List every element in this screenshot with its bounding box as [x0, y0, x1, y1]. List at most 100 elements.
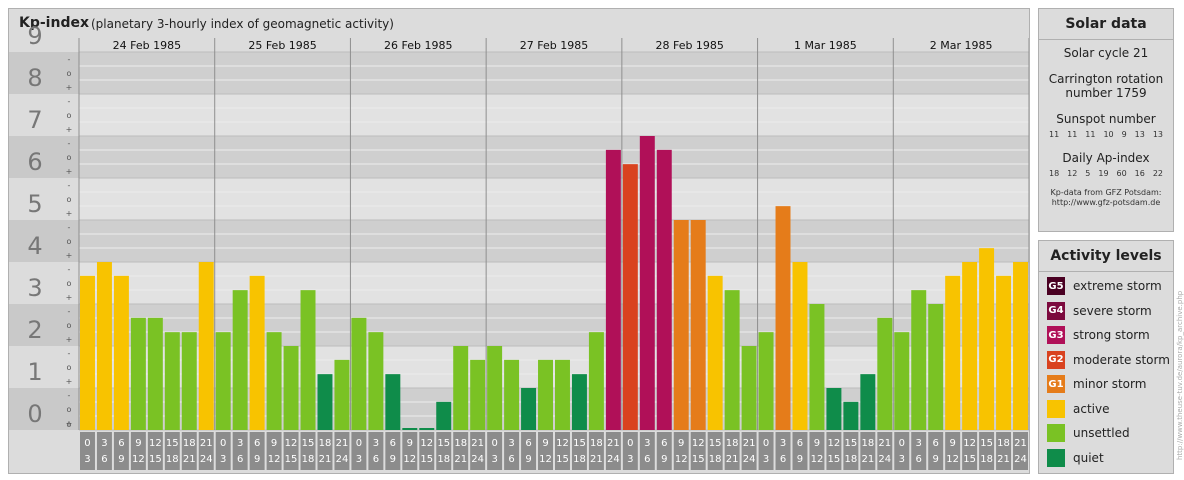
interval-end-label: 12 — [132, 454, 145, 465]
y-subtick-label: o — [67, 195, 72, 204]
kp-bar — [402, 428, 418, 430]
interval-box — [809, 432, 825, 470]
kp-bar — [470, 359, 486, 430]
y-subtick-label: + — [66, 167, 73, 176]
interval-box — [470, 432, 486, 470]
plot-band-4 — [79, 220, 1029, 262]
interval-box — [928, 432, 944, 470]
kp-bar — [911, 290, 927, 430]
interval-start-label: 18 — [590, 438, 603, 449]
interval-start-label: 9 — [814, 438, 820, 449]
interval-box — [843, 432, 859, 470]
y-tick-label: 2 — [27, 316, 42, 344]
interval-start-label: 21 — [1014, 438, 1027, 449]
y-subtick-label: - — [68, 265, 71, 274]
interval-start-label: 3 — [916, 438, 922, 449]
kp-bar — [741, 346, 757, 430]
interval-start-label: 15 — [709, 438, 722, 449]
y-tick-label: 1 — [27, 358, 42, 386]
interval-end-label: 6 — [237, 454, 243, 465]
plot-band-5 — [79, 178, 1029, 220]
interval-end-label: 3 — [627, 454, 633, 465]
kp-bar — [962, 262, 978, 430]
activity-levels-list: G5 extreme storm G4 severe storm G3 strong st… — [1039, 272, 1173, 470]
y-subtick-label: o — [67, 405, 72, 414]
credit-link[interactable]: http://www.gfz-potsdam.de — [1051, 198, 1161, 207]
sunspot-value-6: 13 — [1152, 130, 1164, 139]
interval-start-label: 3 — [373, 438, 379, 449]
interval-box — [979, 432, 995, 470]
interval-end-label: 15 — [149, 454, 162, 465]
interval-box — [588, 432, 604, 470]
kp-bar — [877, 317, 893, 430]
interval-start-label: 9 — [135, 438, 141, 449]
y-subtick-label: o — [67, 237, 72, 246]
interval-start-label: 15 — [166, 438, 179, 449]
interval-box — [504, 432, 520, 470]
level-swatch: G5 — [1047, 277, 1065, 296]
y-subtick-label: - — [68, 55, 71, 64]
interval-box — [453, 432, 469, 470]
y-subtick-label: o — [67, 321, 72, 330]
interval-end-label: 12 — [268, 454, 281, 465]
kp-bar — [826, 388, 842, 430]
interval-start-label: 6 — [254, 438, 260, 449]
kp-bar — [283, 346, 299, 430]
interval-start-label: 18 — [726, 438, 739, 449]
kp-bar — [555, 359, 570, 430]
interval-start-label: 18 — [183, 438, 196, 449]
level-label: strong storm — [1073, 328, 1150, 343]
credit-line-1: Kp-data from GFZ Potsdam: — [1050, 188, 1162, 197]
interval-end-label: 3 — [763, 454, 769, 465]
activity-level-unsettled: unsettled — [1039, 421, 1173, 446]
interval-box — [911, 432, 927, 470]
interval-box — [724, 432, 740, 470]
ap-value-6: 22 — [1152, 169, 1164, 178]
day-label: 2 Mar 1985 — [930, 39, 993, 52]
solar-data-title: Solar data — [1039, 9, 1173, 40]
kp-bar — [113, 275, 129, 430]
interval-end-label: 18 — [302, 454, 315, 465]
interval-start-label: 0 — [491, 438, 497, 449]
y-subtick-label: + — [66, 335, 73, 344]
y-subtick-label: + — [66, 293, 73, 302]
interval-start-label: 6 — [797, 438, 803, 449]
interval-start-label: 18 — [319, 438, 332, 449]
interval-start-label: 18 — [997, 438, 1010, 449]
interval-box — [860, 432, 876, 470]
kp-bar — [232, 290, 248, 430]
kp-bar — [622, 164, 638, 430]
interval-box — [571, 432, 587, 470]
interval-box — [436, 432, 452, 470]
kp-bar — [249, 275, 265, 430]
ap-value-5: 16 — [1134, 169, 1145, 178]
interval-start-label: 0 — [627, 438, 633, 449]
ap-value-3: 19 — [1098, 169, 1109, 178]
kp-bar — [80, 275, 95, 430]
interval-end-label: 15 — [556, 454, 569, 465]
interval-start-label: 12 — [828, 438, 841, 449]
interval-start-label: 9 — [542, 438, 548, 449]
y-subtick-label: + — [66, 209, 73, 218]
interval-start-label: 15 — [573, 438, 586, 449]
y-subtick-label: + — [66, 83, 73, 92]
watermark: http://www.theuse-tuv.de/aurora/kp_archi… — [1176, 290, 1184, 460]
interval-end-label: 6 — [916, 454, 922, 465]
interval-box — [215, 432, 231, 470]
interval-box — [300, 432, 316, 470]
level-swatch — [1047, 399, 1065, 418]
kp-bar — [368, 332, 384, 430]
interval-end-label: 9 — [525, 454, 531, 465]
kp-bar — [419, 428, 435, 430]
interval-start-label: 12 — [556, 438, 569, 449]
interval-box — [249, 432, 265, 470]
chart-title-bar: Kp-index (planetary 3-hourly index of ge… — [9, 9, 1029, 37]
activity-level-active: active — [1039, 397, 1173, 422]
interval-end-label: 24 — [743, 454, 756, 465]
interval-box — [894, 432, 910, 470]
interval-start-label: 21 — [336, 438, 349, 449]
kp-bar — [334, 359, 350, 430]
carrington-line-1: Carrington rotation — [1048, 72, 1164, 86]
kp-bar — [538, 359, 553, 430]
y-subtick-label: o — [67, 69, 72, 78]
